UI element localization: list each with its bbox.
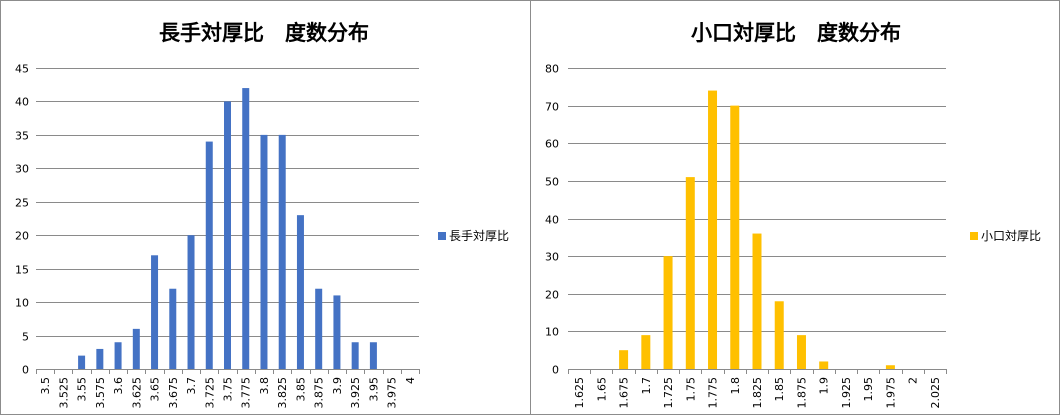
bar	[278, 134, 286, 369]
y-tick-label: 70	[545, 101, 559, 114]
bar	[796, 335, 806, 369]
x-tick-label: 3.775	[240, 377, 253, 409]
x-tick-label: 2.025	[929, 377, 942, 409]
bar	[78, 355, 86, 369]
x-tick-label: 3.675	[167, 377, 180, 409]
x-tick-label: 3.95	[367, 377, 380, 402]
x-tick-label: 1.925	[840, 377, 853, 409]
x-tick-label: 1.75	[684, 377, 697, 402]
chart-plot-left: 0 5 10 15 20 25 30 35 40 45 3.5 3.525 3.55 3.575 3.6 3.…	[15, 63, 420, 409]
bar	[663, 256, 673, 369]
bar	[187, 235, 195, 369]
legend-label: 小口対厚比	[981, 229, 1042, 243]
bar	[819, 361, 829, 369]
y-tick-label: 45	[15, 63, 29, 76]
x-tick-label: 3.8	[258, 377, 271, 395]
x-tick-label: 3.9	[331, 377, 344, 395]
x-tick-label: 3.6	[112, 377, 125, 395]
x-tick-label: 3.85	[294, 377, 307, 402]
bar	[205, 141, 213, 369]
y-tick-label: 5	[22, 331, 29, 344]
bar	[752, 233, 762, 369]
x-tick-label: 3.875	[313, 377, 326, 409]
bar	[619, 350, 629, 369]
bar	[885, 365, 895, 369]
x-tick-label: 3.65	[149, 377, 162, 402]
chart-panel-left: 長手対厚比 度数分布 0 5 10 15 20 25 30 35 40 45 3.5 3.525 3.5…	[0, 0, 531, 415]
x-tick-label: 1.825	[751, 377, 764, 409]
x-tick-label: 3.525	[57, 377, 70, 409]
x-tick-label: 1.85	[773, 377, 786, 402]
x-tick-label: 3.5	[39, 377, 52, 395]
bar	[315, 288, 323, 369]
x-tick-label: 1.65	[595, 377, 608, 402]
x-tick-label: 1.7	[640, 377, 653, 395]
x-tick-label: 1.725	[662, 377, 675, 409]
y-tick-label: 40	[545, 214, 559, 227]
x-tick-label: 1.9	[818, 377, 831, 395]
y-tick-label: 10	[15, 297, 29, 310]
y-tick-label: 20	[15, 230, 29, 243]
y-tick-label: 20	[545, 289, 559, 302]
bar	[260, 134, 268, 369]
legend-swatch	[970, 231, 978, 240]
legend-swatch	[438, 231, 446, 240]
bar	[169, 288, 177, 369]
y-tick-label: 30	[15, 163, 29, 176]
chart-title: 小口対厚比 度数分布	[691, 21, 901, 45]
x-tick-label: 3.55	[76, 377, 89, 402]
y-tick-label: 60	[545, 138, 559, 151]
y-tick-label: 25	[15, 197, 29, 210]
bar	[96, 348, 104, 369]
x-tick-label: 1.8	[729, 377, 742, 395]
x-tick-label: 3.975	[386, 377, 399, 409]
y-tick-label: 15	[15, 264, 29, 277]
legend-label: 長手対厚比	[449, 229, 510, 243]
x-tick-label: 3.925	[349, 377, 362, 409]
bar	[224, 101, 231, 369]
bar	[333, 295, 341, 369]
x-tick-label: 2	[907, 377, 920, 384]
bar	[351, 342, 359, 369]
x-tick-label: 1.625	[573, 377, 586, 409]
x-tick-label: 3.825	[276, 377, 289, 409]
legend: 長手対厚比	[438, 227, 509, 244]
chart-plot-right: 0 10 20 30 40 50 60 70 80 1.625 1.65 1.675 1.7 1.725 1…	[545, 63, 947, 409]
x-tick-label: 1.875	[795, 377, 808, 409]
x-tick-label: 3.725	[203, 377, 216, 409]
bar	[132, 328, 140, 369]
y-tick-label: 35	[15, 130, 29, 143]
bar	[730, 105, 740, 369]
y-tick-label: 0	[552, 364, 559, 377]
legend: 小口対厚比	[970, 227, 1041, 244]
y-tick-label: 0	[22, 364, 29, 377]
bar	[641, 335, 651, 369]
bar	[774, 301, 784, 369]
x-tick-label: 1.95	[862, 377, 875, 402]
bar	[242, 88, 250, 370]
bar	[296, 215, 304, 369]
bar	[369, 342, 377, 369]
bar	[708, 90, 718, 369]
x-tick-label: 4	[404, 377, 417, 384]
y-tick-label: 50	[545, 176, 559, 189]
x-tick-label: 3.75	[222, 377, 235, 402]
bar	[151, 255, 159, 369]
y-tick-label: 40	[15, 96, 29, 109]
bar	[114, 342, 122, 369]
y-tick-label: 10	[545, 326, 559, 339]
y-tick-label: 80	[545, 63, 559, 76]
x-tick-label: 1.975	[884, 377, 897, 409]
chart-title: 長手対厚比 度数分布	[159, 21, 369, 45]
x-tick-label: 1.775	[707, 377, 720, 409]
x-tick-label: 3.575	[94, 377, 107, 409]
bar	[685, 177, 695, 369]
x-tick-label: 1.675	[618, 377, 631, 409]
y-tick-label: 30	[545, 251, 559, 264]
chart-panel-right: 小口対厚比 度数分布 0 10 20 30 40 50 60 70 80 1.625 1.65 1.6…	[530, 0, 1060, 415]
x-tick-label: 3.7	[185, 377, 198, 395]
x-tick-label: 3.625	[130, 377, 143, 409]
